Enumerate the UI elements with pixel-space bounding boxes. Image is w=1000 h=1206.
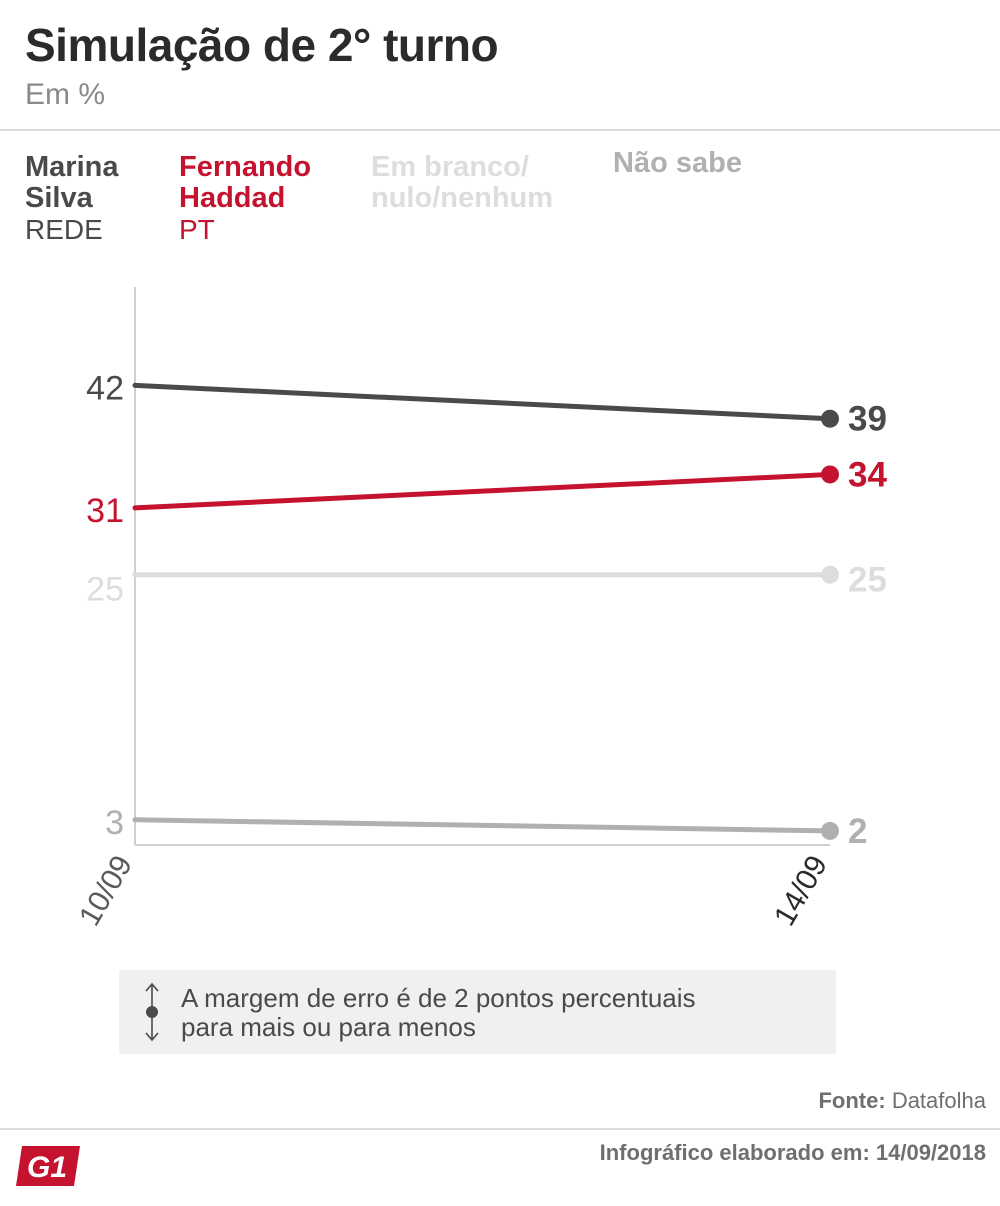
series-line (132, 382, 833, 422)
legend-name-line1: Em branco/ (371, 151, 529, 183)
series-end-point (821, 565, 839, 584)
series-end-point (821, 821, 839, 840)
legend-party: PT (179, 214, 215, 245)
chart-subtitle: Em % (25, 78, 106, 111)
legend-name-line1: Marina (25, 151, 119, 183)
end-value-label: 34 (848, 455, 887, 494)
legend-item-marina: Marina Silva REDE (25, 151, 119, 246)
x-tick-label: 10/09 (73, 850, 139, 932)
logo-text: G1 (27, 1151, 67, 1184)
series-line (132, 471, 833, 511)
legend-party: REDE (25, 214, 103, 245)
end-value-label: 2 (848, 812, 867, 851)
legend-name-line1: Fernando (179, 151, 312, 183)
source-value: Datafolha (891, 1088, 986, 1113)
line-chart: 3 2 25 25 31 34 42 39 10/09 14/09 (73, 287, 887, 932)
note-line2: para mais ou para menos (181, 1012, 476, 1042)
margin-of-error-icon (145, 982, 159, 1042)
legend-name-line2: Silva (25, 182, 93, 214)
margin-of-error-note: A margem de erro é de 2 pontos percentua… (119, 970, 836, 1054)
legend-name-line1: Não sabe (613, 147, 742, 179)
start-value-label: 3 (105, 804, 124, 842)
end-value-label: 25 (848, 561, 887, 600)
legend-item-nao-sabe: Não sabe (613, 148, 742, 179)
series-end-point (821, 409, 839, 428)
start-value-label: 42 (86, 369, 124, 407)
source: Fonte: Datafolha (818, 1088, 986, 1114)
series-end-point (821, 465, 839, 484)
legend-name-line2: nulo/nenhum (371, 182, 554, 214)
x-tick-label: 14/09 (768, 850, 834, 932)
note-line1: A margem de erro é de 2 pontos percentua… (181, 983, 696, 1013)
legend-item-haddad: Fernando Haddad PT (179, 151, 312, 246)
credit-line: Infográfico elaborado em: 14/09/2018 (599, 1140, 986, 1165)
g1-logo: G1 (16, 1146, 80, 1186)
end-value-label: 39 (848, 400, 887, 439)
series-line (132, 817, 833, 834)
header-divider (0, 129, 1000, 131)
legend-name-line2: Haddad (179, 182, 286, 214)
footer-divider (0, 1128, 1000, 1130)
source-label: Fonte: (818, 1088, 886, 1113)
start-value-label: 31 (86, 492, 124, 530)
chart-title: Simulação de 2° turno (25, 19, 499, 71)
start-value-label: 25 (86, 571, 124, 609)
legend-item-branco: Em branco/ nulo/nenhum (371, 152, 553, 214)
